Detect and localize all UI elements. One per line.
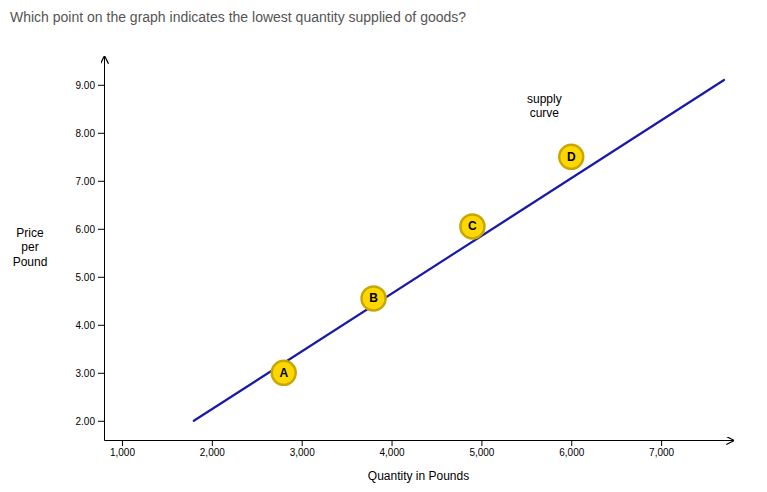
y-tick: 3.00 bbox=[76, 368, 104, 379]
y-tick: 8.00 bbox=[76, 128, 104, 139]
x-tick: 4,000 bbox=[380, 440, 405, 458]
x-tick-mark bbox=[392, 440, 393, 446]
x-tick: 3,000 bbox=[290, 440, 315, 458]
x-tick-mark bbox=[661, 440, 662, 446]
x-tick-mark bbox=[212, 440, 213, 446]
y-tick: 4.00 bbox=[76, 320, 104, 331]
x-tick-mark bbox=[122, 440, 123, 446]
chart-svg: Which point on the graph indicates the l… bbox=[0, 0, 767, 492]
y-tick: 9.00 bbox=[76, 80, 104, 91]
annotation: supply curve bbox=[527, 92, 562, 121]
point bbox=[460, 214, 484, 238]
y-tick-label: 2.00 bbox=[76, 416, 96, 427]
point bbox=[559, 145, 583, 169]
y-tick-label: 4.00 bbox=[76, 320, 96, 331]
x-tick: 1,000 bbox=[110, 440, 135, 458]
x-tick: 7,000 bbox=[649, 440, 674, 458]
y-tick-mark bbox=[98, 421, 104, 422]
y-tick-mark bbox=[98, 277, 104, 278]
y-tick-mark bbox=[98, 85, 104, 86]
x-tick-label: 3,000 bbox=[290, 447, 315, 458]
x-tick-mark bbox=[571, 440, 572, 446]
y-tick: 5.00 bbox=[76, 272, 104, 283]
y-tick: 6.00 bbox=[76, 224, 104, 235]
x-tick-label: 2,000 bbox=[200, 447, 225, 458]
y-tick-label: 8.00 bbox=[76, 128, 96, 139]
supply-line bbox=[194, 80, 724, 421]
x-tick-label: 4,000 bbox=[380, 447, 405, 458]
x-tick: 5,000 bbox=[469, 440, 494, 458]
y-tick-label: 7.00 bbox=[76, 176, 96, 187]
x-tick-label: 5,000 bbox=[469, 447, 494, 458]
point-labels: A B C D bbox=[279, 150, 576, 380]
y-tick-mark bbox=[98, 373, 104, 374]
point-label: A bbox=[279, 366, 288, 380]
x-tick: 2,000 bbox=[200, 440, 225, 458]
point bbox=[362, 286, 386, 310]
x-tick: 6,000 bbox=[559, 440, 584, 458]
point-label: B bbox=[369, 291, 378, 305]
title: Which point on the graph indicates the l… bbox=[10, 9, 466, 25]
y-axis-line bbox=[104, 57, 105, 441]
y-axis-label: Price per Pound bbox=[0, 226, 60, 269]
y-tick-label: 5.00 bbox=[76, 272, 96, 283]
marks bbox=[194, 80, 724, 421]
y-tick-label: 6.00 bbox=[76, 224, 96, 235]
x-tick-label: 1,000 bbox=[110, 447, 135, 458]
y-tick: 2.00 bbox=[76, 416, 104, 427]
x-tick-mark bbox=[481, 440, 482, 446]
x-tick-label: 6,000 bbox=[559, 447, 584, 458]
y-axis: 2.00 3.00 4.00 5.00 6.00 7.00 8.00 9.00 bbox=[76, 57, 105, 441]
point bbox=[272, 361, 296, 385]
y-tick-mark bbox=[98, 229, 104, 230]
y-tick-mark bbox=[98, 181, 104, 182]
point-label: D bbox=[567, 150, 576, 164]
x-axis: 1,000 2,000 3,000 4,000 5,000 6,000 7,000 bbox=[105, 440, 734, 458]
x-axis-line bbox=[105, 440, 734, 441]
y-tick: 7.00 bbox=[76, 176, 104, 187]
x-tick-label: 7,000 bbox=[649, 447, 674, 458]
x-axis-label: Quantity in Pounds bbox=[368, 469, 469, 483]
y-tick-mark bbox=[98, 133, 104, 134]
y-tick-mark bbox=[98, 325, 104, 326]
y-tick-label: 3.00 bbox=[76, 368, 96, 379]
x-tick-mark bbox=[302, 440, 303, 446]
chart-container: Which point on the graph indicates the l… bbox=[0, 0, 767, 492]
point-label: C bbox=[468, 219, 477, 233]
y-tick-label: 9.00 bbox=[76, 80, 96, 91]
